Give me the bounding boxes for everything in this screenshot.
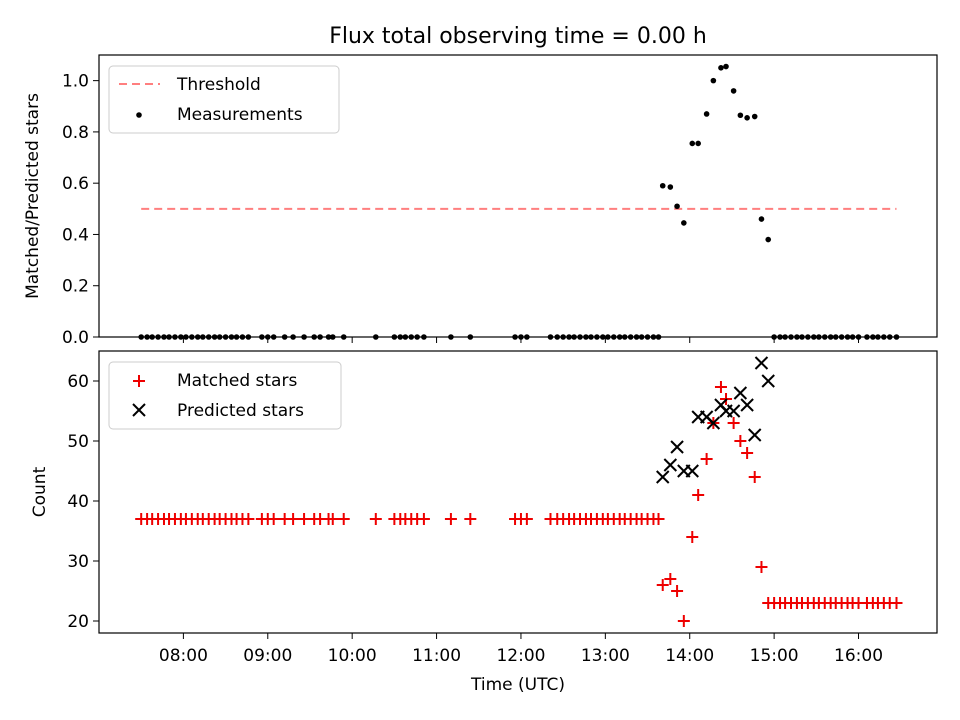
count-axes-frame (98, 350, 938, 634)
measurements-legend-swatch (136, 112, 142, 118)
ratio-y-tick-label: 0.2 (62, 277, 89, 297)
matched-star-marker (326, 513, 339, 525)
ratio-y-tick-label: 0.0 (62, 328, 89, 348)
matched-star-marker (369, 513, 382, 525)
measurement-point (723, 63, 729, 70)
predicted-star-marker (733, 386, 748, 400)
matched-star-marker (671, 585, 684, 597)
matched-star-marker (444, 513, 457, 525)
measurement-point (681, 220, 687, 226)
matched-star-marker (692, 489, 705, 501)
legend-matched-label: Matched stars (177, 371, 297, 391)
predicted-star-marker (670, 440, 684, 454)
matched-star-marker (652, 513, 665, 525)
x-tick-label: 09:00 (243, 646, 292, 666)
measurement-point (744, 115, 750, 121)
measurement-point (667, 184, 674, 190)
measurement-point (659, 182, 666, 189)
measurement-point (758, 216, 765, 222)
matched-legend-swatch (133, 375, 145, 387)
matched-star-marker (287, 513, 300, 525)
ratio-legend: Threshold Measurements (108, 65, 340, 134)
matched-star-marker (464, 513, 477, 525)
measurement-point (695, 140, 701, 147)
matched-star-marker (298, 513, 311, 525)
count-y-tick-label: 60 (67, 372, 89, 392)
measurement-point (689, 140, 696, 147)
x-tick-label: 12:00 (496, 646, 545, 666)
ratio-y-tick-label: 1.0 (62, 72, 89, 92)
measurement-point (703, 111, 710, 117)
matched-star-marker (664, 573, 677, 585)
x-tick-label: 15:00 (750, 646, 799, 666)
matched-star-marker (677, 615, 690, 627)
measurement-point (674, 203, 680, 210)
legend-measurements-label: Measurements (177, 105, 303, 125)
count-y-tick-label: 50 (67, 432, 89, 452)
matched-star-marker (700, 453, 713, 465)
count-legend: Matched stars Predicted stars (108, 361, 342, 430)
matched-star-marker (748, 471, 761, 483)
predicted-star-marker (761, 374, 775, 388)
ratio-panel: Flux total observing time = 0.00 h 0.00.… (23, 24, 938, 348)
count-y-ticks: 20 30 40 50 60 (67, 372, 99, 632)
legend-predicted-label: Predicted stars (177, 401, 304, 421)
matched-star-marker (242, 513, 255, 525)
ratio-y-tick-label: 0.6 (62, 174, 89, 194)
ratio-y-ticks: 0.0 0.2 0.4 0.6 0.8 1.0 (62, 72, 99, 348)
ratio-legend-box (108, 65, 340, 134)
matched-star-marker (734, 435, 747, 447)
measurement-point (737, 112, 744, 119)
matched-star-marker (417, 513, 430, 525)
x-axis-label: Time (UTC) (470, 675, 565, 695)
matched-star-marker (686, 531, 699, 543)
predicted-legend-swatch (132, 403, 146, 417)
count-x-ticks: 08:00 09:00 10:00 11:00 12:00 13:00 14:00 15:00… (159, 633, 883, 666)
predicted-star-marker (754, 356, 769, 370)
predicted-star-marker (663, 458, 678, 472)
x-tick-label: 11:00 (412, 646, 461, 666)
count-y-axis-label: Count (30, 466, 50, 517)
legend-threshold-label: Threshold (176, 75, 261, 95)
predicted-star-marker (706, 416, 721, 430)
matched-star-marker (755, 561, 768, 573)
predicted-star-marker (748, 428, 762, 442)
measurement-point (718, 65, 724, 71)
count-y-tick-label: 20 (67, 612, 89, 632)
count-legend-box (108, 361, 342, 430)
count-panel: 20 30 40 50 60 08:00 09:00 10:00 11:00 12:00 13:0… (30, 350, 938, 695)
matched-star-marker (727, 417, 740, 429)
predicted-star-marker (685, 464, 699, 478)
count-y-tick-label: 40 (67, 492, 89, 512)
x-tick-label: 13:00 (581, 646, 630, 666)
x-tick-label: 08:00 (159, 646, 208, 666)
predicted-star-marker (740, 398, 754, 412)
measurement-point (710, 77, 717, 84)
chart-title: Flux total observing time = 0.00 h (329, 24, 707, 49)
measurement-point (765, 236, 772, 243)
x-tick-label: 14:00 (665, 646, 714, 666)
measurement-point (751, 113, 758, 120)
ratio-axes-frame (98, 54, 938, 338)
matched-star-marker (520, 513, 533, 525)
predicted-star-marker (656, 470, 670, 484)
x-tick-label: 16:00 (834, 646, 883, 666)
ratio-y-tick-label: 0.8 (62, 123, 89, 143)
matched-star-marker (656, 579, 669, 591)
count-y-tick-label: 30 (67, 552, 89, 572)
ratio-y-tick-label: 0.4 (62, 225, 89, 245)
x-tick-label: 10:00 (328, 646, 377, 666)
matched-star-marker (267, 513, 280, 525)
matched-star-marker (714, 381, 727, 393)
matched-star-marker (741, 447, 754, 459)
ratio-y-axis-label: Matched/Predicted stars (23, 93, 43, 299)
measurement-point (730, 88, 737, 94)
predicted-star-marker (726, 404, 741, 418)
matched-star-marker (337, 513, 350, 525)
matched-star-marker (890, 597, 903, 609)
ratio-x-ticks (182, 337, 860, 343)
count-plot-area (135, 356, 903, 627)
